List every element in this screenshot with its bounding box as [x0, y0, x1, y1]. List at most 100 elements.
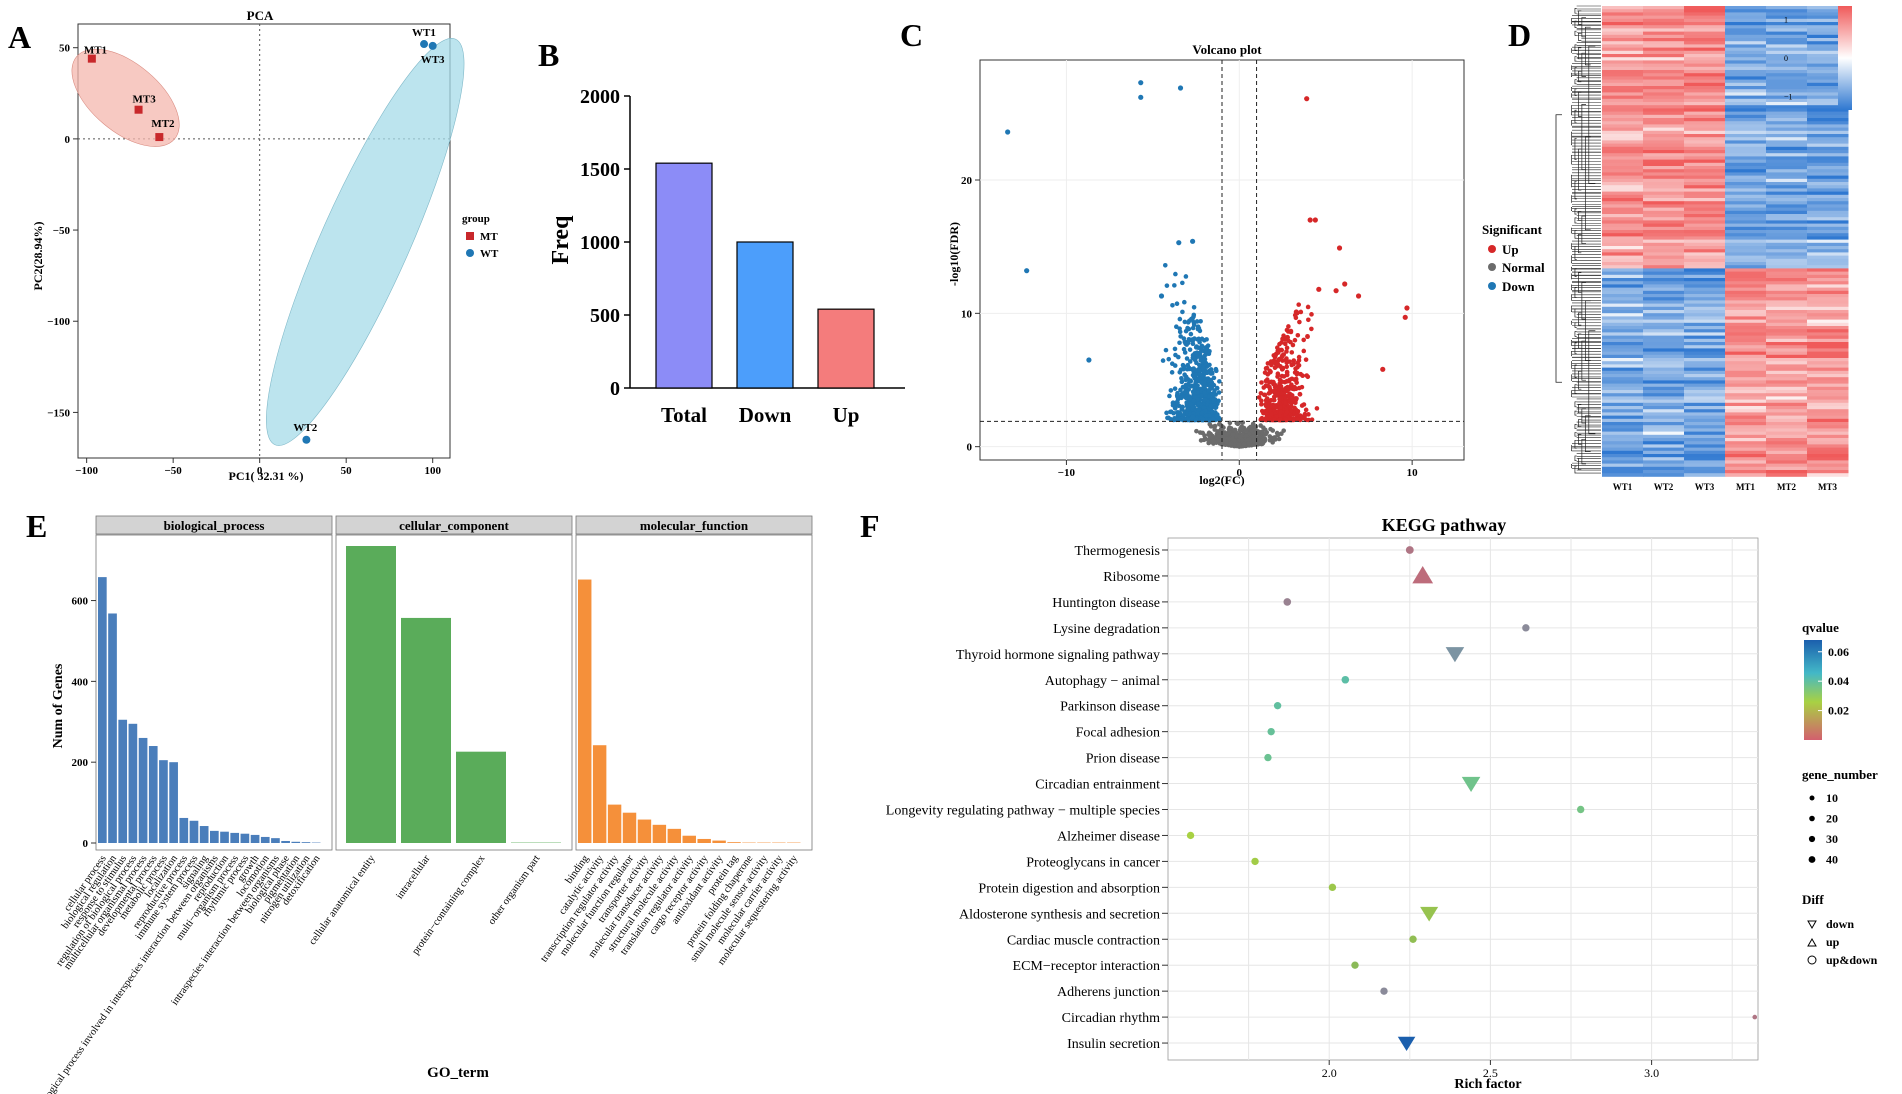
volcano-point-normal [1219, 441, 1224, 447]
heatmap-cell [1725, 297, 1767, 301]
volcano-point-down [1162, 263, 1168, 268]
heatmap-cell [1643, 127, 1685, 132]
heatmap-cell [1602, 278, 1644, 282]
heatmap-cell [1725, 166, 1767, 170]
panel-letter-f: F [860, 508, 880, 544]
heatmap-dendro-branch [1584, 300, 1591, 362]
heatmap-cell [1684, 34, 1726, 39]
heatmap-cell [1643, 428, 1685, 432]
heatmap-cell [1602, 50, 1644, 55]
heatmap-cell [1684, 57, 1726, 61]
heatmap-cell [1602, 332, 1644, 336]
kegg-xlabel: Rich factor [1454, 1077, 1521, 1092]
heatmap-cell [1684, 38, 1726, 42]
heatmap-cell [1807, 188, 1849, 192]
heatmap-cell [1807, 156, 1849, 160]
heatmap-cell [1602, 313, 1644, 317]
heatmap-dendro-branch [1574, 56, 1577, 62]
heatmap-cell [1602, 255, 1644, 260]
heatmap-cell [1602, 271, 1644, 276]
heatmap-cell [1602, 6, 1644, 10]
volcano-point-up-outlier [1380, 366, 1386, 372]
heatmap-cell [1643, 89, 1685, 93]
heatmap-dendro-branch [1574, 88, 1577, 96]
heatmap-cell [1766, 242, 1808, 247]
heatmap-cell [1602, 175, 1644, 180]
volcano-point-down [1178, 387, 1183, 393]
heatmap-cell [1684, 156, 1726, 160]
volcano-point-normal [1200, 430, 1206, 436]
heatmap-cell [1766, 319, 1808, 324]
heatmap-cell [1684, 390, 1726, 394]
heatmap-cell [1684, 348, 1726, 352]
volcano-point-normal [1238, 427, 1244, 432]
kegg-legend-diff-title: Diff [1802, 892, 1824, 907]
heatmap-cell [1602, 370, 1644, 375]
volcano-point-normal [1198, 438, 1204, 443]
go-bar [260, 836, 270, 843]
kegg-legend-gene-dot [1808, 835, 1816, 843]
heatmap-dendro-branch [1581, 340, 1586, 381]
volcano-point-down [1183, 274, 1189, 279]
volcano-point-down [1188, 331, 1194, 337]
heatmap-cell [1602, 306, 1644, 311]
heatmap-cell [1684, 361, 1726, 365]
heatmap-dendro-branch [1571, 305, 1572, 312]
go-term-label: intracellular [394, 853, 432, 901]
heatmap-cell [1725, 441, 1767, 445]
heatmap-cell [1684, 92, 1726, 96]
heatmap-cell [1725, 118, 1767, 122]
volcano-point-down [1185, 340, 1191, 346]
heatmap-cell [1643, 258, 1685, 263]
volcano-legend-up-label: Up [1502, 242, 1519, 257]
heatmap-cell [1766, 204, 1808, 208]
volcano-point-down [1187, 347, 1193, 352]
heatmap-cell [1684, 204, 1726, 208]
heatmap-cell [1602, 150, 1644, 154]
heatmap-cell [1602, 284, 1644, 288]
heatmap-cell [1684, 220, 1726, 224]
heatmap-cell [1725, 450, 1767, 455]
heatmap-cell [1807, 447, 1849, 452]
heatmap-cell [1643, 130, 1685, 135]
heatmap-cell [1602, 396, 1644, 400]
heatmap-cell [1725, 182, 1767, 186]
panel-letter-c: C [900, 17, 923, 53]
heatmap-dendro-branch [1574, 79, 1577, 85]
heatmap-cell [1807, 460, 1849, 464]
heatmap-cell [1807, 390, 1849, 394]
volcano-point-up-outlier [1304, 96, 1310, 102]
pca-ellipse-mt [71, 48, 180, 147]
go-ytick-label: 600 [72, 596, 89, 608]
heatmap-cell [1807, 470, 1849, 474]
heatmap-cell [1766, 124, 1808, 128]
heatmap-cell [1602, 447, 1644, 452]
pca-points: MT1 MT3 MT2 WT1 WT3 WT2 [84, 27, 445, 444]
go-bar [346, 546, 396, 843]
volcano-point-down [1213, 366, 1219, 372]
heatmap-cell [1602, 380, 1644, 384]
heatmap-cell [1766, 60, 1808, 64]
heatmap-cell [1602, 146, 1644, 151]
heatmap-cell [1643, 367, 1685, 372]
heatmap-cell [1643, 198, 1685, 202]
go-facet-title: molecular_function [640, 518, 749, 533]
heatmap-dendro-branch [1574, 322, 1577, 328]
volcano-point-up [1282, 400, 1288, 406]
heatmap-cell [1807, 38, 1849, 42]
heatmap-cell [1807, 278, 1849, 282]
heatmap-cell [1643, 28, 1685, 32]
heatmap-cell [1602, 108, 1644, 112]
volcano-point-up-outlier [1307, 217, 1313, 223]
volcano-point-down [1194, 344, 1199, 349]
heatmap-cell [1807, 380, 1849, 384]
heatmap-cell [1602, 361, 1644, 365]
heatmap-cell [1807, 114, 1849, 119]
volcano-point-down [1174, 301, 1180, 306]
freq-category-label: Down [739, 403, 792, 427]
heatmap-cell [1766, 41, 1808, 45]
heatmap-cell [1766, 82, 1808, 87]
heatmap-cell [1807, 425, 1849, 429]
heatmap-cell [1602, 95, 1644, 100]
heatmap-cell [1766, 313, 1808, 317]
